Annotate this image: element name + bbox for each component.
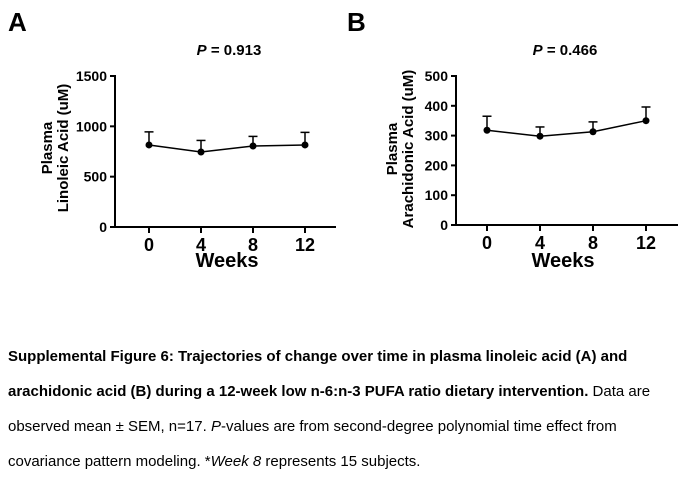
p-value-text: = 0.466	[542, 42, 598, 59]
panel-b-label: B	[347, 7, 366, 37]
y-tick-label: 400	[425, 98, 449, 114]
y-tick-label: 1000	[76, 118, 107, 134]
p-symbol: P	[196, 42, 207, 59]
x-tick-label: 4	[535, 233, 545, 253]
caption-segment: represents 15 subjects.	[261, 453, 421, 470]
panel-a-x-axis-label: Weeks	[195, 250, 259, 272]
y-tick-label: 0	[440, 217, 448, 233]
caption-segment: observed mean ± SEM, n=17.	[8, 418, 211, 435]
caption-segment: Supplemental Figure 6: Trajectories of c…	[8, 348, 628, 365]
data-point	[642, 117, 650, 125]
data-line	[486, 119, 647, 137]
panel-a-p-value: P = 0.913	[149, 42, 309, 59]
caption-line: arachidonic acid (B) during a 12-week lo…	[8, 374, 692, 409]
caption-segment: arachidonic acid (B) during a 12-week lo…	[8, 383, 589, 400]
panel-b-x-axis-label: Weeks	[531, 250, 595, 272]
data-point	[301, 141, 309, 149]
panel-b-chart: 0 100 200 300 400 500 0 4 8 12	[425, 68, 678, 253]
panel-b-p-value: P = 0.466	[505, 42, 625, 59]
data-line	[148, 144, 306, 153]
data-point	[145, 141, 153, 149]
x-tick-label: 12	[636, 233, 656, 253]
y-tick-label: 300	[425, 128, 449, 144]
data-point	[197, 148, 205, 156]
x-tick-label: 8	[588, 233, 598, 253]
x-tick-label: 0	[482, 233, 492, 253]
p-symbol: P	[532, 42, 543, 59]
y-tick-label: 0	[99, 219, 107, 235]
data-point	[589, 128, 597, 136]
caption-line: Supplemental Figure 6: Trajectories of c…	[8, 339, 692, 374]
figure-caption: Supplemental Figure 6: Trajectories of c…	[8, 339, 692, 479]
y-tick-label: 100	[425, 187, 449, 203]
x-tick-label: 4	[196, 235, 206, 255]
caption-line: covariance pattern modeling. *Week 8 rep…	[8, 444, 692, 479]
x-tick-label: 12	[295, 235, 315, 255]
x-tick-label: 8	[248, 235, 258, 255]
data-point	[536, 132, 544, 140]
caption-segment: covariance pattern modeling. *	[8, 453, 211, 470]
y-tick-label: 500	[84, 169, 108, 185]
caption-segment: Data are	[588, 383, 651, 400]
x-tick-label: 0	[144, 235, 154, 255]
data-point	[483, 126, 491, 134]
caption-segment: Week 8	[210, 453, 262, 470]
y-tick-label: 200	[425, 157, 449, 173]
caption-segment: P	[210, 418, 221, 435]
y-tick-label: 500	[425, 68, 449, 84]
panel-a-chart: 0 500 1000 1500 0 4 8 12	[76, 68, 336, 255]
y-tick-label: 1500	[76, 68, 107, 84]
caption-line: observed mean ± SEM, n=17. P-values are …	[8, 409, 692, 444]
caption-segment: -values are from second-degree polynomia…	[220, 418, 617, 435]
p-value-text: = 0.913	[206, 42, 262, 59]
data-point	[249, 142, 257, 150]
panel-a-label: A	[8, 7, 27, 37]
